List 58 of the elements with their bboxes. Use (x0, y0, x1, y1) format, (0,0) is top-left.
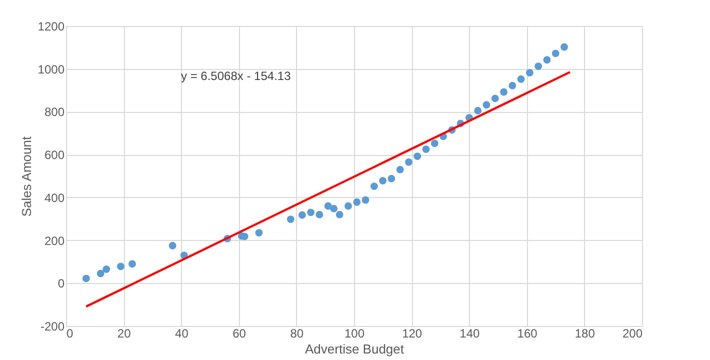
point (508, 82, 516, 90)
point (117, 262, 124, 270)
y-tick-label: 400 (44, 190, 65, 205)
annotation: y = 6.5068x - 154.13 (181, 69, 292, 83)
point (388, 174, 396, 182)
x-tick-label: 180 (574, 326, 596, 340)
point (286, 216, 294, 223)
y-tick-label: 800 (44, 105, 65, 120)
x-tick-label: 100 (344, 326, 365, 340)
point (379, 177, 387, 184)
point (482, 101, 490, 109)
x-tick-label: 160 (517, 326, 538, 340)
x-tick-label: 200 (622, 326, 643, 340)
x-tick-label: 120 (402, 326, 422, 340)
point (526, 69, 534, 76)
point (430, 140, 438, 148)
point (82, 274, 90, 282)
x-tick-label: 80 (290, 326, 304, 340)
point (298, 211, 306, 219)
x-tick-label: 140 (460, 326, 480, 340)
point (517, 75, 525, 83)
x-tick-label: 40 (175, 326, 189, 340)
point (102, 266, 110, 273)
point (96, 270, 104, 278)
point (491, 94, 499, 102)
point (396, 166, 404, 174)
y-tick-label: 1000 (38, 62, 65, 76)
y-tick-label: 1200 (38, 20, 65, 34)
point (324, 202, 332, 210)
point (353, 198, 361, 206)
point (128, 260, 136, 268)
point (316, 210, 324, 218)
x-axis-title: Advertise Budget (304, 342, 404, 356)
x-tick-label: 0 (66, 326, 74, 340)
y-tick-label: -200 (40, 320, 65, 334)
point (534, 62, 542, 70)
point (474, 106, 482, 114)
point (552, 50, 560, 58)
x-tick-label: 20 (117, 326, 132, 340)
point (255, 229, 263, 236)
x-tick-label: 60 (232, 326, 246, 340)
y-tick-label: 600 (44, 148, 65, 162)
point (405, 158, 412, 166)
point (543, 56, 551, 64)
point (330, 204, 338, 212)
point (370, 182, 378, 190)
point (414, 152, 422, 160)
point (344, 202, 352, 210)
point (560, 43, 568, 51)
y-tick-label: 200 (44, 234, 65, 248)
y-axis-title: Sales Amount (18, 136, 34, 217)
point (168, 242, 176, 250)
y-tick-label: 0 (58, 276, 65, 291)
point (362, 196, 370, 204)
point (336, 210, 344, 218)
point (422, 146, 430, 153)
point (500, 88, 508, 96)
point (307, 208, 315, 216)
